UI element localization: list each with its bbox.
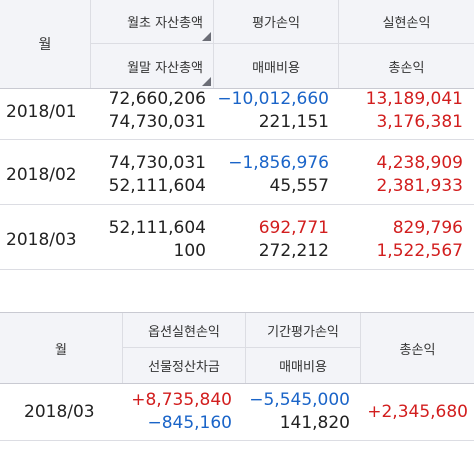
table2-header: 월 옵션실현손익 선물정산차금 기간평가손익 매매비용 총손익 [0,313,474,383]
period-valuation-value: −5,545,000 [249,390,350,410]
header-open-assets-label: 월초 자산총액 [127,16,203,31]
header-futures-settlement: 선물정산차금 [123,348,245,383]
header-period-valuation: 기간평가손익 [246,313,360,347]
table-row[interactable]: 2018/02 74,730,031 52,111,604 −1,856,976… [0,141,474,205]
header-month: 월 [0,0,90,88]
table-row[interactable]: 2018/03 52,111,604 100 692,771 272,212 8… [0,206,474,270]
valuation-pl-value: −1,856,976 [228,153,329,173]
open-assets-value: 74,730,031 [108,153,206,173]
header-trading-cost: 매매비용 [246,348,360,383]
header-option-realized-label: 옵션실현손익 [148,324,220,340]
header-month-label: 월 [55,342,67,358]
row-month: 2018/01 [6,102,77,122]
header-valuation-pl: 평가손익 [214,0,338,43]
valuation-pl-value: 692,771 [258,218,329,238]
row-month: 2018/03 [6,230,77,250]
header-trading-cost-label: 매매비용 [252,60,300,76]
header-close-assets-label: 월말 자산총액 [127,60,203,76]
realized-pl-value: 13,189,041 [365,89,463,109]
futures-settlement-value: −845,160 [147,413,232,433]
sort-triangle-icon[interactable] [202,77,211,86]
close-assets-value: 74,730,031 [108,112,206,132]
total-pl-value: +2,345,680 [367,402,468,422]
header-period-valuation-label: 기간평가손익 [267,324,339,340]
total-pl-value: 3,176,381 [376,112,463,132]
header-trading-cost: 매매비용 [214,44,338,88]
header-futures-settlement-label: 선물정산차금 [148,360,220,375]
header-close-assets[interactable]: 월말 자산총액 [91,44,213,88]
header-month-label: 월 [38,37,52,53]
total-pl-value: 2,381,933 [376,176,463,196]
header-total-pl-label: 총손익 [399,342,436,358]
trading-cost-value: 45,557 [269,176,329,196]
realized-pl-value: 4,238,909 [376,153,463,173]
header-total-pl: 총손익 [361,313,474,383]
header-realized-pl: 실현손익 [339,0,474,43]
close-assets-value: 100 [173,241,206,261]
table-row[interactable]: 2018/03 +8,735,840 −845,160 −5,545,000 1… [0,384,474,441]
open-assets-value: 72,660,206 [108,89,206,109]
valuation-pl-value: −10,012,660 [217,89,329,109]
trading-cost-value: 141,820 [279,413,350,433]
header-open-assets[interactable]: 월초 자산총액 [91,0,213,43]
table-row[interactable]: 2018/01 72,660,206 74,730,031 −10,012,66… [0,89,474,140]
close-assets-value: 52,111,604 [108,176,206,196]
header-month: 월 [0,313,122,383]
trading-cost-value: 272,212 [258,241,329,261]
header-option-realized: 옵션실현손익 [123,313,245,347]
sort-triangle-icon[interactable] [202,32,211,41]
trading-cost-value: 221,151 [258,112,329,132]
header-total-pl-label: 총손익 [388,60,425,76]
table1-header: 월 월초 자산총액 월말 자산총액 평가손익 매매비용 실현손익 총손익 [0,0,474,88]
header-valuation-pl-label: 평가손익 [252,16,300,31]
row-month: 2018/03 [24,402,95,422]
realized-pl-value: 829,796 [392,218,463,238]
open-assets-value: 52,111,604 [108,218,206,238]
option-realized-value: +8,735,840 [131,390,232,410]
header-trading-cost-label: 매매비용 [279,360,327,375]
row-month: 2018/02 [6,165,77,185]
header-total-pl: 총손익 [339,44,474,88]
total-pl-value: 1,522,567 [376,241,463,261]
header-realized-pl-label: 실현손익 [382,16,431,31]
